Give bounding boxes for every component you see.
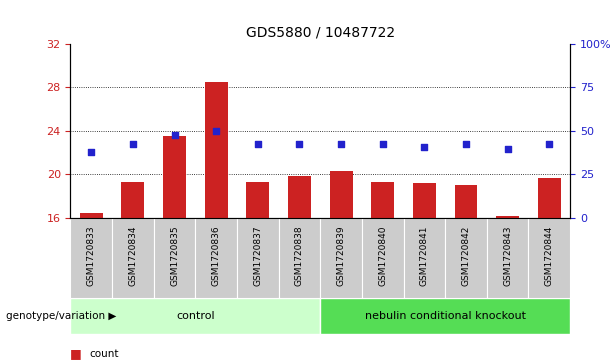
Point <box>253 141 263 147</box>
Point <box>128 141 138 147</box>
Point <box>419 144 429 150</box>
Bar <box>246 182 269 218</box>
Bar <box>403 218 445 298</box>
Text: genotype/variation ▶: genotype/variation ▶ <box>6 311 116 321</box>
Bar <box>321 298 570 334</box>
Text: GSM1720836: GSM1720836 <box>211 226 221 286</box>
Text: GSM1720844: GSM1720844 <box>545 226 554 286</box>
Text: nebulin conditional knockout: nebulin conditional knockout <box>365 311 526 321</box>
Point <box>461 141 471 147</box>
Bar <box>205 82 227 218</box>
Bar <box>279 218 321 298</box>
Text: GSM1720841: GSM1720841 <box>420 226 429 286</box>
Bar <box>487 218 528 298</box>
Point <box>211 128 221 134</box>
Bar <box>321 218 362 298</box>
Bar <box>80 213 103 218</box>
Bar <box>70 218 112 298</box>
Point <box>170 132 180 138</box>
Bar <box>528 218 570 298</box>
Text: control: control <box>176 311 215 321</box>
Point <box>503 146 512 152</box>
Point <box>544 141 554 147</box>
Bar <box>455 185 478 218</box>
Text: count: count <box>89 349 118 359</box>
Text: GSM1720837: GSM1720837 <box>253 226 262 286</box>
Bar <box>70 298 321 334</box>
Text: GSM1720835: GSM1720835 <box>170 226 179 286</box>
Point <box>295 141 305 147</box>
Title: GDS5880 / 10487722: GDS5880 / 10487722 <box>246 26 395 40</box>
Bar <box>330 171 352 218</box>
Text: GSM1720834: GSM1720834 <box>129 226 137 286</box>
Bar <box>371 182 394 218</box>
Bar <box>121 182 145 218</box>
Bar <box>445 218 487 298</box>
Text: GSM1720842: GSM1720842 <box>462 226 471 286</box>
Bar <box>413 183 436 218</box>
Text: GSM1720833: GSM1720833 <box>87 226 96 286</box>
Bar <box>237 218 279 298</box>
Text: ■: ■ <box>70 347 86 360</box>
Text: GSM1720843: GSM1720843 <box>503 226 512 286</box>
Text: GSM1720839: GSM1720839 <box>337 226 346 286</box>
Bar <box>112 218 154 298</box>
Bar <box>362 218 403 298</box>
Point <box>378 141 387 147</box>
Point <box>336 141 346 147</box>
Point <box>86 150 96 155</box>
Text: GSM1720838: GSM1720838 <box>295 226 304 286</box>
Bar <box>163 136 186 218</box>
Bar <box>538 178 561 218</box>
Bar <box>154 218 196 298</box>
Bar <box>496 216 519 218</box>
Text: GSM1720840: GSM1720840 <box>378 226 387 286</box>
Bar <box>288 176 311 218</box>
Bar <box>196 218 237 298</box>
